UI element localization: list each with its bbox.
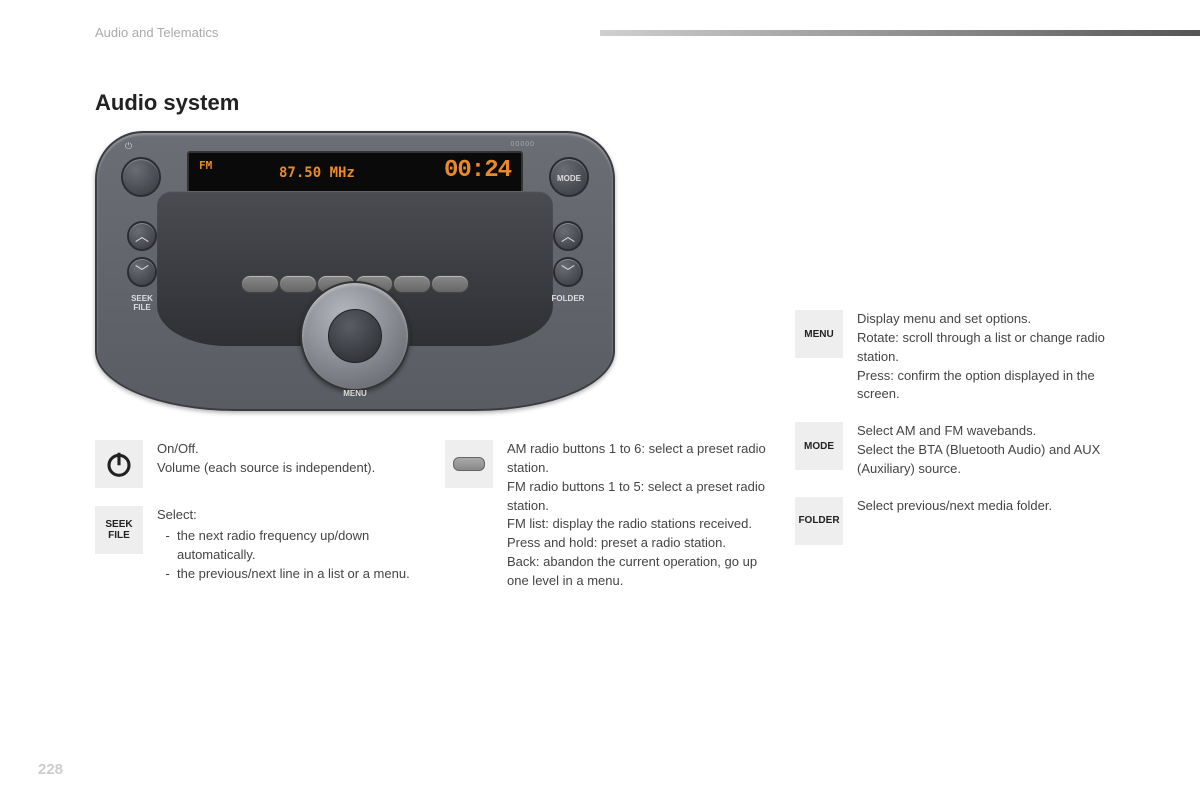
seek-up-button[interactable]: ︿ xyxy=(127,221,157,251)
desc-line: AM radio buttons 1 to 6: select a preset… xyxy=(507,440,775,478)
desc-mode: MODE Select AM and FM wavebands. Select … xyxy=(795,422,1125,479)
folder-icon: FOLDER xyxy=(795,497,843,545)
desc-line: Back: abandon the current operation, go … xyxy=(507,553,775,591)
desc-line: On/Off. xyxy=(157,440,425,459)
desc-line: Select previous/next media folder. xyxy=(857,497,1125,516)
power-icon: ⏻ xyxy=(125,141,132,152)
frequency-readout: 87.50 MHz xyxy=(279,165,355,181)
page-number: 228 xyxy=(38,761,63,778)
desc-menu: MENU Display menu and set options. Rotat… xyxy=(795,310,1125,404)
menu-dial[interactable] xyxy=(300,281,410,391)
desc-line: Press and hold: preset a radio station. xyxy=(507,534,775,553)
desc-preset: AM radio buttons 1 to 6: select a preset… xyxy=(445,440,775,591)
preset-button[interactable] xyxy=(279,275,317,293)
descriptions-grid: On/Off. Volume (each source is independe… xyxy=(95,440,1160,609)
page-title: Audio system xyxy=(95,90,1200,116)
power-icon xyxy=(95,440,143,488)
desc-line: Volume (each source is independent). xyxy=(157,459,425,478)
desc-seek: SEEK FILE Select: the next radio frequen… xyxy=(95,506,425,583)
folder-down-button[interactable]: ﹀ xyxy=(553,257,583,287)
preset-button[interactable] xyxy=(241,275,279,293)
menu-icon: MENU xyxy=(795,310,843,358)
desc-line: Select: xyxy=(157,506,425,525)
header-accent-bar xyxy=(600,30,1200,36)
desc-line: FM list: display the radio stations rece… xyxy=(507,515,775,534)
radio-unit-illustration: ⏻ 00000 MODE FM 87.50 MHz 00:24 List 1 2… xyxy=(95,131,615,411)
desc-line: Select the BTA (Bluetooth Audio) and AUX… xyxy=(857,441,1125,479)
seek-file-icon: SEEK FILE xyxy=(95,506,143,554)
desc-line: Select AM and FM wavebands. xyxy=(857,422,1125,441)
desc-line: FM radio buttons 1 to 5: select a preset… xyxy=(507,478,775,516)
seek-label: SEEKFILE xyxy=(122,295,162,313)
preset-button[interactable] xyxy=(431,275,469,293)
clock-readout: 00:24 xyxy=(444,157,511,184)
seek-down-button[interactable]: ﹀ xyxy=(127,257,157,287)
folder-up-button[interactable]: ︿ xyxy=(553,221,583,251)
desc-line: Press: confirm the option displayed in t… xyxy=(857,367,1125,405)
serial-label: 00000 xyxy=(511,141,535,148)
mode-button[interactable]: MODE xyxy=(549,157,589,197)
desc-bullet: the next radio frequency up/down automat… xyxy=(177,527,425,565)
folder-label: FOLDER xyxy=(548,295,588,304)
desc-power: On/Off. Volume (each source is independe… xyxy=(95,440,425,488)
desc-bullet: the previous/next line in a list or a me… xyxy=(177,565,425,584)
power-button[interactable] xyxy=(121,157,161,197)
band-indicator: FM xyxy=(199,159,212,172)
preset-button[interactable] xyxy=(393,275,431,293)
mode-icon: MODE xyxy=(795,422,843,470)
desc-line: Rotate: scroll through a list or change … xyxy=(857,329,1125,367)
menu-label: MENU xyxy=(335,390,375,399)
desc-line: Display menu and set options. xyxy=(857,310,1125,329)
pill-button-icon xyxy=(445,440,493,488)
desc-folder: FOLDER Select previous/next media folder… xyxy=(795,497,1125,545)
